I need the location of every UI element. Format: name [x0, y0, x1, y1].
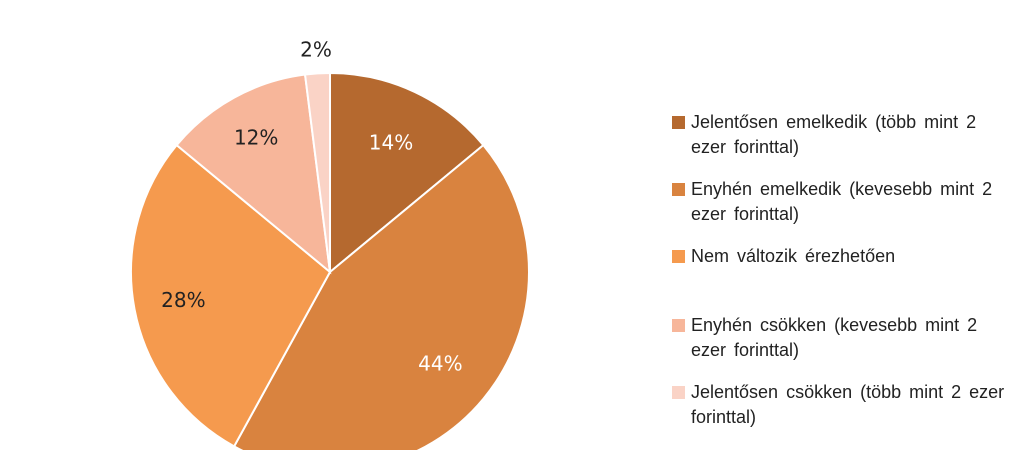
- data-label-no-change: 28%: [161, 288, 205, 312]
- legend-label-significant-decrease: Jelentősen csökken (több mint 2 ezer for…: [691, 382, 1005, 427]
- legend-swatch-slight-decrease: [672, 319, 685, 332]
- legend-swatch-slight-increase: [672, 183, 685, 196]
- legend-item-no-change: Nem változik érezhetően: [672, 244, 1012, 269]
- legend-swatch-significant-increase: [672, 116, 685, 129]
- data-label-significant-increase: 14%: [369, 130, 413, 154]
- legend-label-significant-increase: Jelentősen emelkedik (több mint 2 ezer f…: [691, 112, 977, 157]
- pie-slices: [130, 71, 530, 450]
- pie-slice-no-change: [130, 143, 332, 448]
- data-label-slight-decrease: 12%: [234, 126, 278, 150]
- legend-item-slight-increase: Enyhén emelkedik (kevesebb mint 2 ezer f…: [672, 177, 1012, 227]
- legend-item-significant-increase: Jelentősen emelkedik (több mint 2 ezer f…: [672, 110, 1012, 160]
- pie-slice-slight-increase: [232, 143, 530, 450]
- pie-slice-significant-increase: [329, 71, 485, 275]
- legend-label-slight-increase: Enyhén emelkedik (kevesebb mint 2 ezer f…: [691, 179, 993, 224]
- pie-slice-labels: 14% 44% 28% 12% 2%: [161, 38, 462, 376]
- data-label-significant-decrease: 2%: [300, 38, 332, 62]
- pie-slice-slight-decrease: [175, 73, 332, 275]
- legend-item-slight-decrease: Enyhén csökken (kevesebb mint 2 ezer for…: [672, 313, 1012, 363]
- pie-slice-significant-decrease: [303, 71, 331, 273]
- legend-swatch-significant-decrease: [672, 386, 685, 399]
- legend-swatch-no-change: [672, 250, 685, 263]
- legend-label-no-change: Nem változik érezhetően: [691, 246, 896, 266]
- legend-item-significant-decrease: Jelentősen csökken (több mint 2 ezer for…: [672, 380, 1012, 430]
- legend-label-slight-decrease: Enyhén csökken (kevesebb mint 2 ezer for…: [691, 315, 978, 360]
- data-label-slight-increase: 44%: [418, 351, 462, 375]
